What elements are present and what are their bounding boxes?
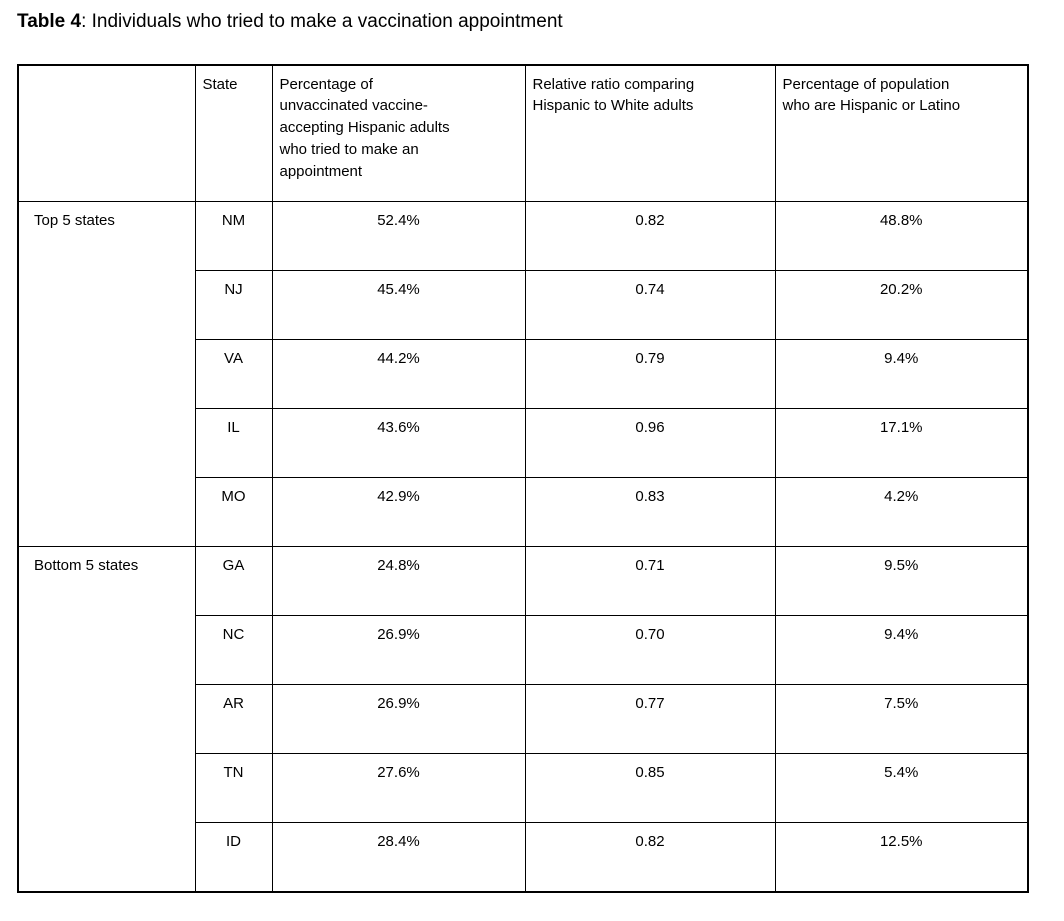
pct-population-cell: 4.2% <box>774 477 1029 548</box>
state-cell: IL <box>194 408 273 479</box>
header-row: State Percentage of unvaccinated vaccine… <box>17 64 1029 203</box>
state-cell: NM <box>194 201 273 272</box>
pct-population-cell: 9.5% <box>774 546 1029 617</box>
pct-population-cell: 5.4% <box>774 753 1029 824</box>
table-row: TN 27.6% 0.85 5.4% <box>18 753 1029 824</box>
pct-tried-cell: 52.4% <box>271 201 526 272</box>
group-label-bottom-5: Bottom 5 states <box>17 546 196 893</box>
table-caption: Table 4: Individuals who tried to make a… <box>17 9 1064 35</box>
table-row: Top 5 states NM 52.4% 0.82 48.8% <box>17 201 1029 548</box>
pct-tried-cell: 44.2% <box>271 339 526 410</box>
pct-population-cell: 20.2% <box>774 270 1029 341</box>
ratio-cell: 0.85 <box>524 753 776 824</box>
pct-tried-cell: 26.9% <box>271 684 526 755</box>
state-cell: TN <box>194 753 273 824</box>
table-caption-text: : Individuals who tried to make a vaccin… <box>81 11 563 32</box>
column-header-state: State <box>194 64 273 203</box>
table-row: IL 43.6% 0.96 17.1% <box>18 408 1029 479</box>
state-cell: VA <box>194 339 273 410</box>
pct-population-cell: 17.1% <box>774 408 1029 479</box>
pct-tried-cell: 27.6% <box>271 753 526 824</box>
ratio-cell: 0.77 <box>524 684 776 755</box>
table-row: MO 42.9% 0.83 4.2% <box>18 477 1029 548</box>
pct-population-cell: 9.4% <box>774 339 1029 410</box>
state-cell: NC <box>194 615 273 686</box>
ratio-cell: 0.74 <box>524 270 776 341</box>
pct-tried-cell: 28.4% <box>271 822 526 893</box>
pct-population-cell: 7.5% <box>774 684 1029 755</box>
ratio-cell: 0.71 <box>524 546 776 617</box>
state-cell: GA <box>194 546 273 617</box>
state-cell: AR <box>194 684 273 755</box>
state-cell: ID <box>194 822 273 893</box>
ratio-cell: 0.96 <box>524 408 776 479</box>
pct-tried-cell: 45.4% <box>271 270 526 341</box>
pct-tried-cell: 26.9% <box>271 615 526 686</box>
pct-population-cell: 12.5% <box>774 822 1029 893</box>
table-row: NC 26.9% 0.70 9.4% <box>18 615 1029 686</box>
table-row: AR 26.9% 0.77 7.5% <box>18 684 1029 755</box>
ratio-cell: 0.82 <box>524 822 776 893</box>
ratio-cell: 0.70 <box>524 615 776 686</box>
column-header-pct-tried: Percentage of unvaccinated vaccine- acce… <box>271 64 526 203</box>
state-cell: NJ <box>194 270 273 341</box>
table-row: NJ 45.4% 0.74 20.2% <box>18 270 1029 341</box>
ratio-cell: 0.82 <box>524 201 776 272</box>
column-header-ratio: Relative ratio comparing Hispanic to Whi… <box>524 64 776 203</box>
table-caption-label: Table 4 <box>17 11 82 32</box>
pct-tried-cell: 24.8% <box>271 546 526 617</box>
table-row: VA 44.2% 0.79 9.4% <box>18 339 1029 410</box>
group-label-top-5: Top 5 states <box>17 201 196 548</box>
table-row: Bottom 5 states GA 24.8% 0.71 9.5% <box>17 546 1029 893</box>
column-header-group <box>17 64 196 203</box>
ratio-cell: 0.79 <box>524 339 776 410</box>
ratio-cell: 0.83 <box>524 477 776 548</box>
pct-tried-cell: 42.9% <box>271 477 526 548</box>
pct-population-cell: 9.4% <box>774 615 1029 686</box>
table-row: ID 28.4% 0.82 12.5% <box>18 822 1029 893</box>
state-cell: MO <box>194 477 273 548</box>
pct-population-cell: 48.8% <box>774 201 1029 272</box>
column-header-pct-population: Percentage of population who are Hispani… <box>774 64 1029 203</box>
pct-tried-cell: 43.6% <box>271 408 526 479</box>
vaccination-appointment-table: State Percentage of unvaccinated vaccine… <box>17 63 1029 893</box>
